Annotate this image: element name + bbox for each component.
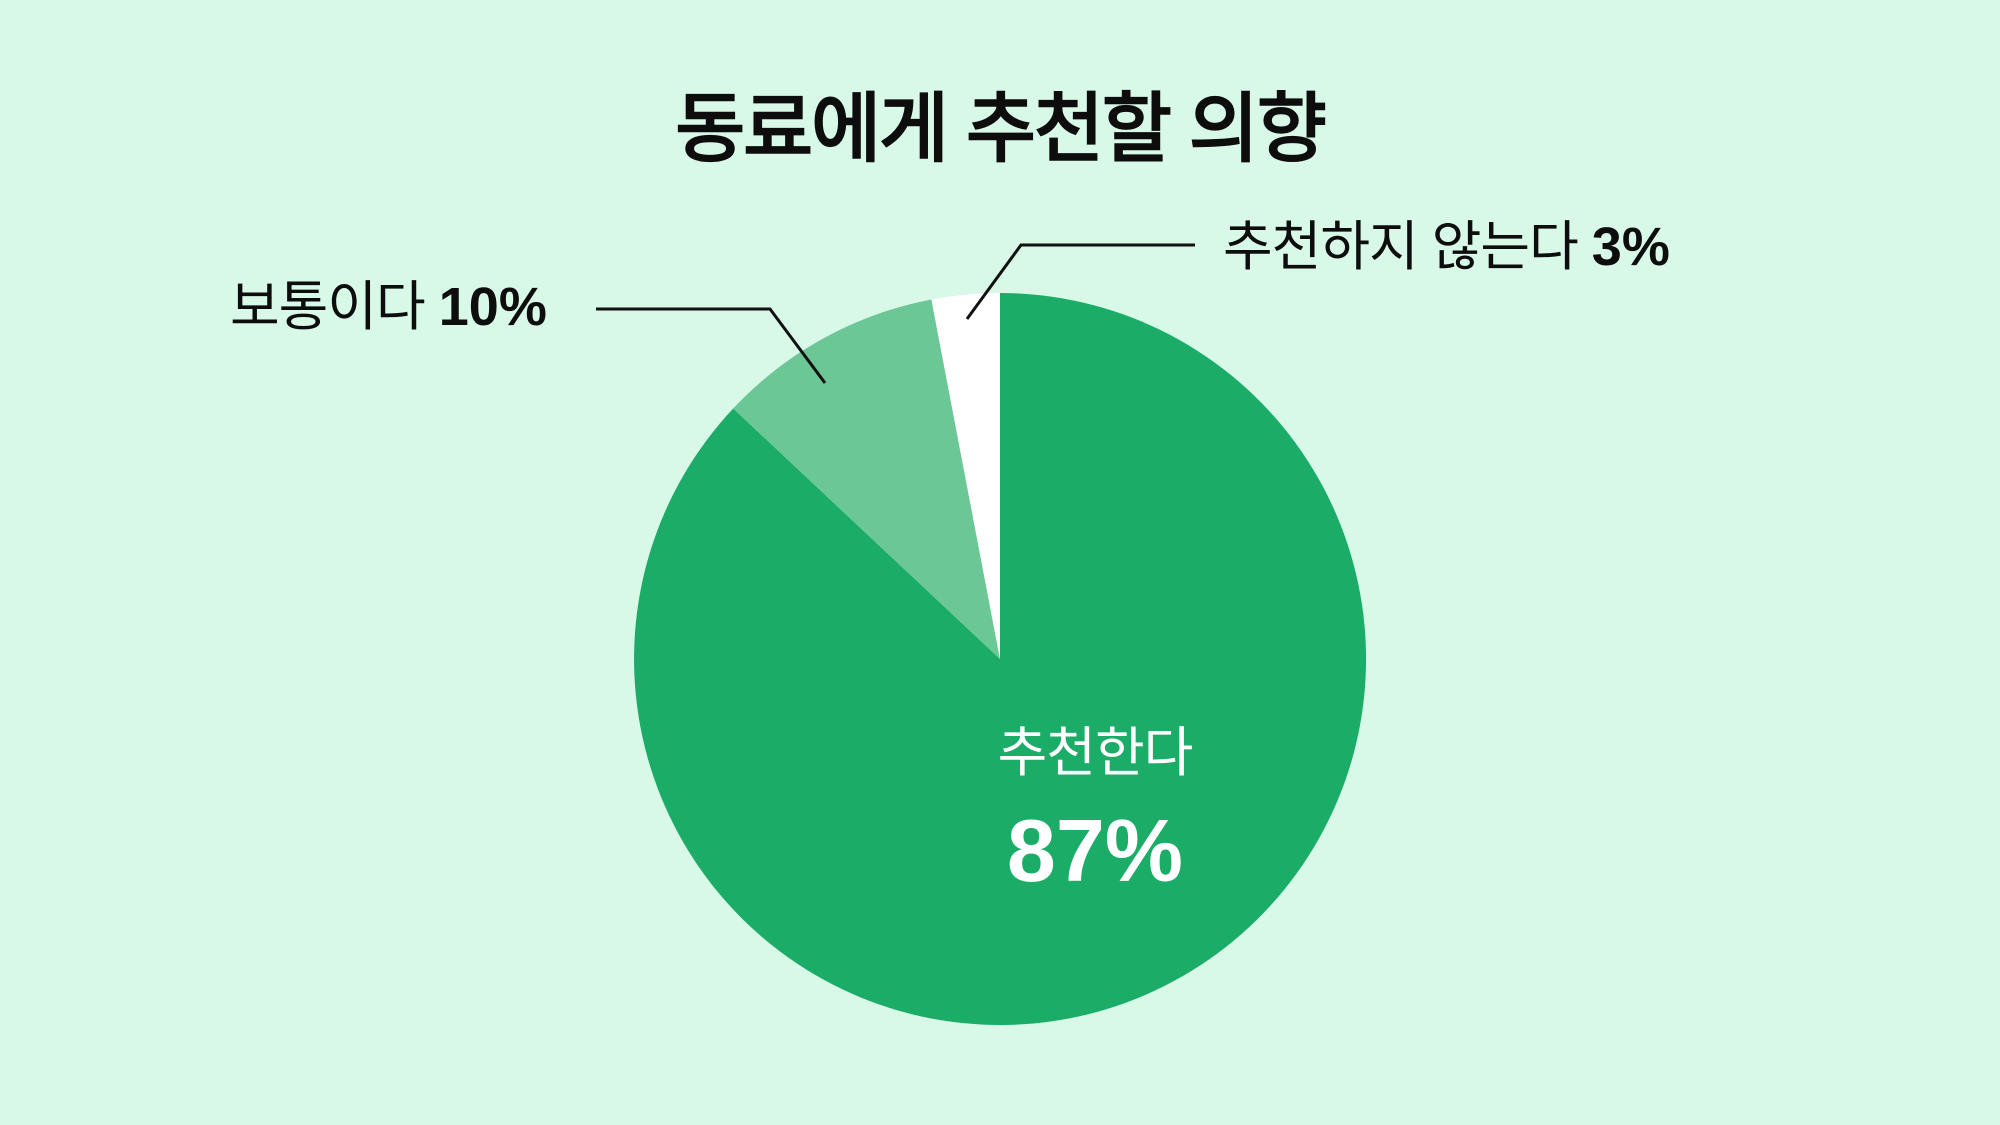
leader-line-negative xyxy=(965,243,1195,320)
pie-slice xyxy=(634,293,1367,1025)
label-neutral-value: 10% xyxy=(438,277,547,337)
chart-title: 동료에게 추천할 의향 xyxy=(675,87,1327,172)
label-positive-value: 87% xyxy=(1006,801,1184,901)
label-negative-text: 추천하지 않는다 xyxy=(1223,217,1579,277)
leader-line-neutral xyxy=(596,307,827,384)
label-positive-text: 추천한다 xyxy=(997,723,1194,783)
label-neutral: 보통이다 10% xyxy=(230,277,547,337)
label-positive: 추천한다 87% xyxy=(895,722,1295,901)
label-negative-value: 3% xyxy=(1591,217,1670,277)
label-negative: 추천하지 않는다 3% xyxy=(1223,217,1670,277)
pie-slice xyxy=(733,299,1000,659)
pie-slice xyxy=(931,293,1000,659)
pie-slices xyxy=(634,293,1367,1025)
label-neutral-text: 보통이다 xyxy=(230,277,426,337)
